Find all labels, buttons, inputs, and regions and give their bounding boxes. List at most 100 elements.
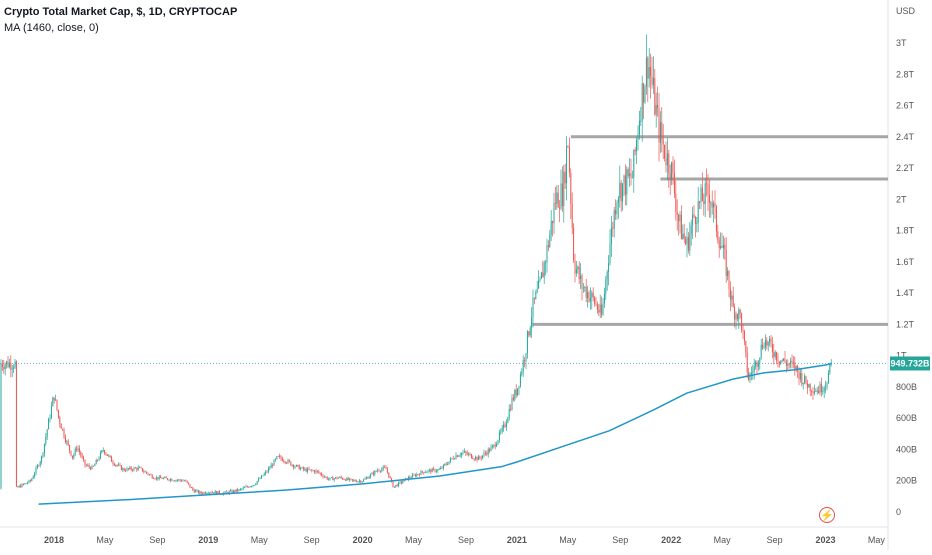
candle: [203, 492, 205, 494]
candle: [498, 432, 500, 441]
candle: [326, 476, 328, 480]
candle: [449, 458, 451, 462]
candle: [15, 361, 17, 487]
candle: [136, 468, 138, 470]
candle: [22, 484, 24, 485]
candle: [602, 303, 604, 315]
time-tick-label: 2023: [815, 535, 835, 545]
candle: [637, 134, 639, 140]
candle: [477, 456, 479, 461]
candle: [410, 477, 412, 479]
candle: [104, 450, 106, 454]
candle: [144, 471, 146, 473]
candle: [504, 424, 506, 427]
candle: [497, 440, 499, 444]
candle: [484, 452, 486, 454]
candle: [244, 487, 246, 489]
candle: [372, 472, 374, 475]
candle: [487, 449, 489, 455]
candle: [573, 227, 575, 261]
candle: [74, 448, 76, 455]
moving-average-line[interactable]: [38, 362, 832, 505]
candle: [592, 292, 594, 298]
price-tick-label: 2.6T: [896, 101, 915, 111]
candle: [666, 153, 668, 166]
candle: [746, 352, 748, 373]
candle: [49, 418, 51, 419]
candle: [378, 470, 380, 472]
candle: [92, 466, 94, 467]
time-tick-label: Sep: [149, 535, 165, 545]
candle: [501, 427, 503, 432]
candle: [192, 487, 194, 491]
candle: [323, 476, 325, 478]
candle: [533, 297, 535, 299]
candle: [183, 480, 185, 482]
candle: [440, 467, 442, 470]
candle: [157, 477, 159, 480]
candle: [325, 476, 327, 478]
candle: [293, 464, 295, 468]
candle: [528, 331, 530, 336]
candle: [363, 479, 365, 482]
candle: [794, 362, 796, 370]
candle: [801, 373, 803, 385]
candle: [638, 120, 640, 135]
candle: [253, 484, 255, 486]
candle: [589, 297, 591, 302]
candle: [340, 476, 342, 478]
candle: [515, 389, 517, 396]
candle: [514, 389, 516, 400]
candle: [57, 410, 59, 418]
candle: [427, 470, 429, 472]
candle: [532, 297, 534, 318]
candle: [444, 464, 446, 465]
candle: [211, 492, 213, 494]
candle: [546, 245, 548, 263]
candle: [494, 444, 496, 447]
candle: [634, 149, 636, 152]
candle: [137, 467, 139, 470]
candle: [270, 464, 272, 469]
candle: [335, 477, 337, 479]
lightning-icon[interactable]: ⚡: [819, 507, 835, 523]
candle: [248, 486, 250, 488]
candle: [52, 397, 54, 407]
candle: [167, 478, 169, 480]
candle: [330, 477, 332, 479]
candle: [442, 464, 444, 469]
candle: [584, 286, 586, 288]
candle: [797, 365, 799, 371]
candle: [461, 453, 463, 456]
price-tick-label: 1T: [896, 351, 907, 361]
candle: [200, 491, 202, 494]
price-axis-currency: USD: [896, 6, 916, 16]
candle: [433, 468, 435, 470]
candle: [445, 464, 447, 465]
candle: [626, 169, 628, 195]
candle: [615, 210, 617, 215]
candle: [179, 479, 181, 481]
candle: [245, 486, 247, 488]
candle: [739, 309, 741, 314]
candle: [67, 441, 69, 446]
indicator-label[interactable]: MA (1460, close, 0): [4, 22, 99, 34]
candle: [364, 478, 366, 480]
candle: [567, 146, 569, 147]
candle: [735, 314, 737, 320]
price-tick-label: 2T: [896, 194, 907, 204]
candle: [11, 368, 13, 370]
candle: [456, 455, 458, 457]
candle: [454, 458, 456, 460]
candle: [700, 187, 702, 203]
candle: [176, 480, 178, 481]
candle: [4, 364, 6, 370]
time-tick-label: 2021: [507, 535, 527, 545]
candle: [475, 456, 477, 460]
candle: [518, 386, 520, 389]
candle: [743, 331, 745, 342]
candle: [344, 479, 346, 481]
candle: [162, 478, 164, 479]
